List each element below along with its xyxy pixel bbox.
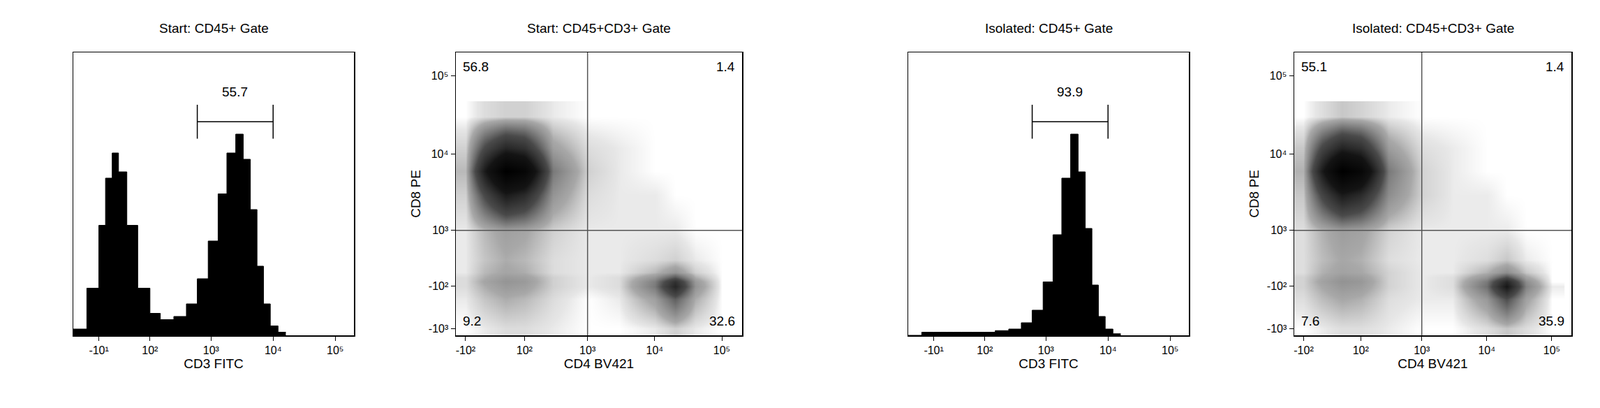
svg-text:Start: CD45+CD3+ Gate: Start: CD45+CD3+ Gate xyxy=(527,20,671,36)
svg-text:10²: 10² xyxy=(1352,344,1370,357)
svg-text:CD4 BV421: CD4 BV421 xyxy=(1397,356,1468,371)
svg-text:10⁴: 10⁴ xyxy=(1269,147,1288,160)
svg-text:10⁴: 10⁴ xyxy=(645,344,664,357)
svg-text:10⁴: 10⁴ xyxy=(264,344,283,357)
svg-text:-10³: -10³ xyxy=(428,322,449,335)
svg-text:10²: 10² xyxy=(516,344,534,357)
svg-text:10⁵: 10⁵ xyxy=(326,344,344,357)
svg-text:32.6: 32.6 xyxy=(709,313,736,329)
svg-text:55.7: 55.7 xyxy=(221,84,248,100)
svg-text:10⁵: 10⁵ xyxy=(1161,344,1179,357)
svg-text:10³: 10³ xyxy=(1038,344,1055,357)
svg-text:10²: 10² xyxy=(141,344,159,357)
svg-text:CD4 BV421: CD4 BV421 xyxy=(564,356,634,371)
svg-text:-10¹: -10¹ xyxy=(923,344,944,357)
svg-text:Start: CD45+ Gate: Start: CD45+ Gate xyxy=(159,20,269,36)
svg-text:7.6: 7.6 xyxy=(1301,313,1320,329)
svg-text:10³: 10³ xyxy=(203,344,220,357)
svg-text:Isolated: CD45+ Gate: Isolated: CD45+ Gate xyxy=(984,20,1113,36)
svg-text:10⁵: 10⁵ xyxy=(1269,69,1287,82)
svg-text:10³: 10³ xyxy=(432,224,449,236)
svg-text:CD3 FITC: CD3 FITC xyxy=(1018,356,1079,371)
svg-text:Isolated: CD45+CD3+ Gate: Isolated: CD45+CD3+ Gate xyxy=(1352,20,1515,36)
svg-text:10⁵: 10⁵ xyxy=(713,344,731,357)
svg-text:10⁴: 10⁴ xyxy=(1477,344,1496,357)
svg-text:1.4: 1.4 xyxy=(716,59,736,74)
svg-text:-10²: -10² xyxy=(428,279,449,292)
svg-text:CD8 PE: CD8 PE xyxy=(408,169,424,218)
svg-text:10⁴: 10⁴ xyxy=(1099,344,1117,357)
svg-text:-10¹: -10¹ xyxy=(88,344,109,357)
svg-text:35.9: 35.9 xyxy=(1538,313,1565,329)
svg-text:-10³: -10³ xyxy=(1267,322,1288,335)
svg-text:-10²: -10² xyxy=(1293,344,1314,357)
svg-text:9.2: 9.2 xyxy=(462,313,481,329)
svg-text:CD3 FITC: CD3 FITC xyxy=(183,356,244,371)
svg-text:56.8: 56.8 xyxy=(462,59,489,74)
svg-text:CD8 PE: CD8 PE xyxy=(1246,169,1262,218)
svg-text:10⁵: 10⁵ xyxy=(431,69,449,82)
svg-text:1.4: 1.4 xyxy=(1545,59,1565,74)
svg-text:93.9: 93.9 xyxy=(1056,84,1083,100)
svg-text:-10²: -10² xyxy=(455,344,477,357)
svg-text:10³: 10³ xyxy=(579,344,597,357)
svg-text:10⁴: 10⁴ xyxy=(431,147,449,160)
svg-text:10³: 10³ xyxy=(1413,344,1431,357)
svg-text:10³: 10³ xyxy=(1270,224,1288,236)
svg-text:55.1: 55.1 xyxy=(1301,59,1328,74)
svg-text:10²: 10² xyxy=(976,344,994,357)
svg-text:-10²: -10² xyxy=(1267,279,1288,292)
svg-text:10⁵: 10⁵ xyxy=(1543,344,1561,357)
